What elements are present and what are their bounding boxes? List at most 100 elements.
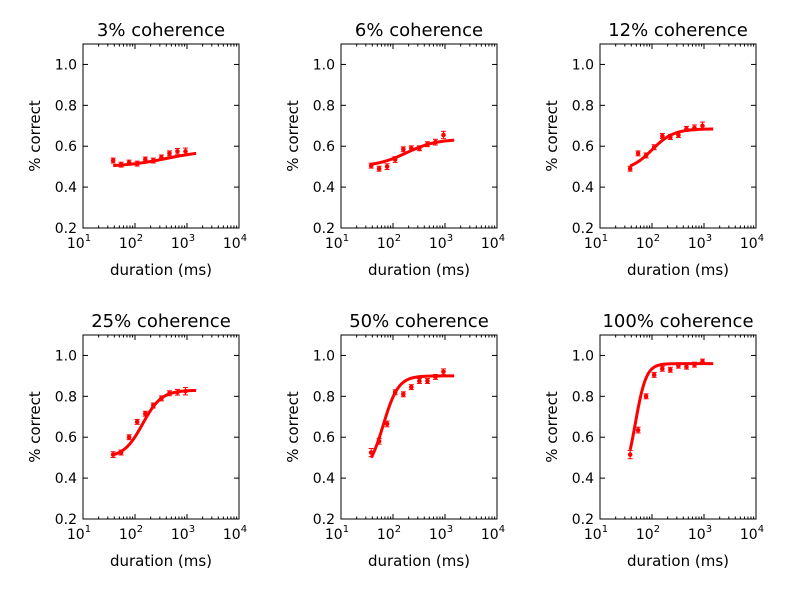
fit-curve bbox=[369, 374, 455, 459]
data-marker bbox=[151, 403, 156, 408]
chart-title: 50% coherence bbox=[349, 311, 489, 332]
y-tick-label: 0.2 bbox=[572, 512, 594, 528]
x-tick-label: 101 bbox=[67, 524, 91, 543]
data-point bbox=[392, 389, 398, 396]
x-tick-label: 103 bbox=[171, 233, 195, 252]
x-tick-label: 101 bbox=[584, 233, 608, 252]
x-tick-exponent: 1 bbox=[85, 233, 91, 244]
data-point bbox=[440, 130, 446, 140]
data-point bbox=[174, 388, 180, 396]
data-point bbox=[408, 145, 414, 152]
y-tick-label: 1.0 bbox=[313, 348, 335, 364]
data-point bbox=[424, 141, 430, 148]
y-axis-label: % correct bbox=[284, 391, 302, 463]
data-marker bbox=[368, 163, 374, 168]
data-marker bbox=[635, 427, 641, 433]
x-tick-base: 10 bbox=[119, 236, 137, 252]
x-tick-label: 103 bbox=[171, 524, 195, 543]
x-tick-base: 10 bbox=[636, 236, 654, 252]
y-tick-label: 0.2 bbox=[572, 221, 594, 237]
y-axis-label: % correct bbox=[543, 100, 561, 172]
x-tick-base: 10 bbox=[67, 236, 85, 252]
data-point bbox=[424, 378, 430, 384]
fit-curve bbox=[112, 388, 197, 457]
x-tick-exponent: 4 bbox=[758, 524, 764, 535]
x-tick-exponent: 2 bbox=[654, 233, 660, 244]
data-marker bbox=[425, 141, 430, 147]
data-marker bbox=[651, 144, 657, 150]
x-tick-label: 102 bbox=[636, 524, 660, 543]
x-tick-base: 10 bbox=[740, 527, 758, 543]
x-tick-label: 102 bbox=[119, 233, 143, 252]
data-point bbox=[166, 150, 172, 157]
data-marker bbox=[627, 166, 633, 172]
fit-curve bbox=[370, 138, 455, 166]
data-marker bbox=[684, 126, 689, 132]
x-tick-label: 104 bbox=[481, 233, 505, 252]
x-tick-base: 10 bbox=[223, 527, 241, 543]
x-tick-base: 10 bbox=[119, 527, 137, 543]
data-point bbox=[400, 391, 406, 398]
y-tick-label: 0.8 bbox=[572, 389, 594, 405]
x-axis-label: duration (ms) bbox=[627, 552, 729, 570]
x-tick-base: 10 bbox=[429, 236, 447, 252]
data-point bbox=[659, 365, 665, 372]
x-tick-exponent: 2 bbox=[395, 524, 401, 535]
x-tick-base: 10 bbox=[325, 236, 343, 252]
data-marker bbox=[700, 359, 705, 364]
y-tick-label: 0.6 bbox=[572, 430, 594, 446]
data-marker bbox=[376, 439, 382, 444]
data-point bbox=[142, 156, 148, 163]
y-tick-label: 0.2 bbox=[55, 512, 77, 528]
x-tick-label: 104 bbox=[740, 524, 764, 543]
data-point bbox=[150, 157, 156, 164]
y-tick-label: 0.4 bbox=[55, 471, 77, 487]
data-marker bbox=[384, 421, 390, 427]
y-tick-label: 1.0 bbox=[572, 348, 594, 364]
data-marker bbox=[183, 149, 188, 154]
x-axis-label: duration (ms) bbox=[110, 552, 212, 570]
x-tick-label: 101 bbox=[325, 524, 349, 543]
data-marker bbox=[425, 378, 430, 384]
y-tick-label: 0.8 bbox=[313, 98, 335, 114]
y-axis-label: % correct bbox=[26, 100, 44, 172]
x-tick-base: 10 bbox=[325, 527, 343, 543]
x-tick-label: 102 bbox=[636, 233, 660, 252]
data-point bbox=[392, 156, 398, 163]
y-axis-label: % correct bbox=[543, 391, 561, 463]
x-tick-exponent: 1 bbox=[343, 233, 349, 244]
data-point bbox=[118, 449, 124, 456]
y-tick-label: 1.0 bbox=[572, 57, 594, 73]
data-marker bbox=[110, 158, 116, 163]
data-marker bbox=[700, 123, 705, 129]
y-axis-label: % correct bbox=[284, 100, 302, 172]
data-marker bbox=[151, 158, 156, 163]
y-tick-label: 0.4 bbox=[313, 180, 335, 196]
y-tick-label: 0.8 bbox=[55, 389, 77, 405]
y-tick-label: 1.0 bbox=[55, 57, 77, 73]
x-tick-base: 10 bbox=[636, 527, 654, 543]
data-marker bbox=[409, 145, 414, 151]
y-tick-label: 0.6 bbox=[313, 430, 335, 446]
x-tick-label: 102 bbox=[377, 233, 401, 252]
y-tick-label: 0.4 bbox=[572, 180, 594, 196]
data-marker bbox=[143, 411, 148, 417]
data-point bbox=[432, 138, 438, 146]
data-marker bbox=[134, 161, 140, 166]
x-tick-base: 10 bbox=[584, 236, 602, 252]
data-marker bbox=[392, 157, 398, 162]
plot-frame bbox=[599, 334, 757, 520]
data-point bbox=[134, 160, 140, 167]
data-point bbox=[158, 154, 164, 161]
data-marker bbox=[126, 160, 132, 165]
y-tick-label: 0.2 bbox=[313, 512, 335, 528]
data-marker bbox=[384, 164, 390, 169]
data-marker bbox=[651, 372, 657, 378]
x-tick-exponent: 3 bbox=[706, 524, 712, 535]
plot-frame bbox=[599, 43, 757, 229]
data-point bbox=[667, 366, 673, 373]
